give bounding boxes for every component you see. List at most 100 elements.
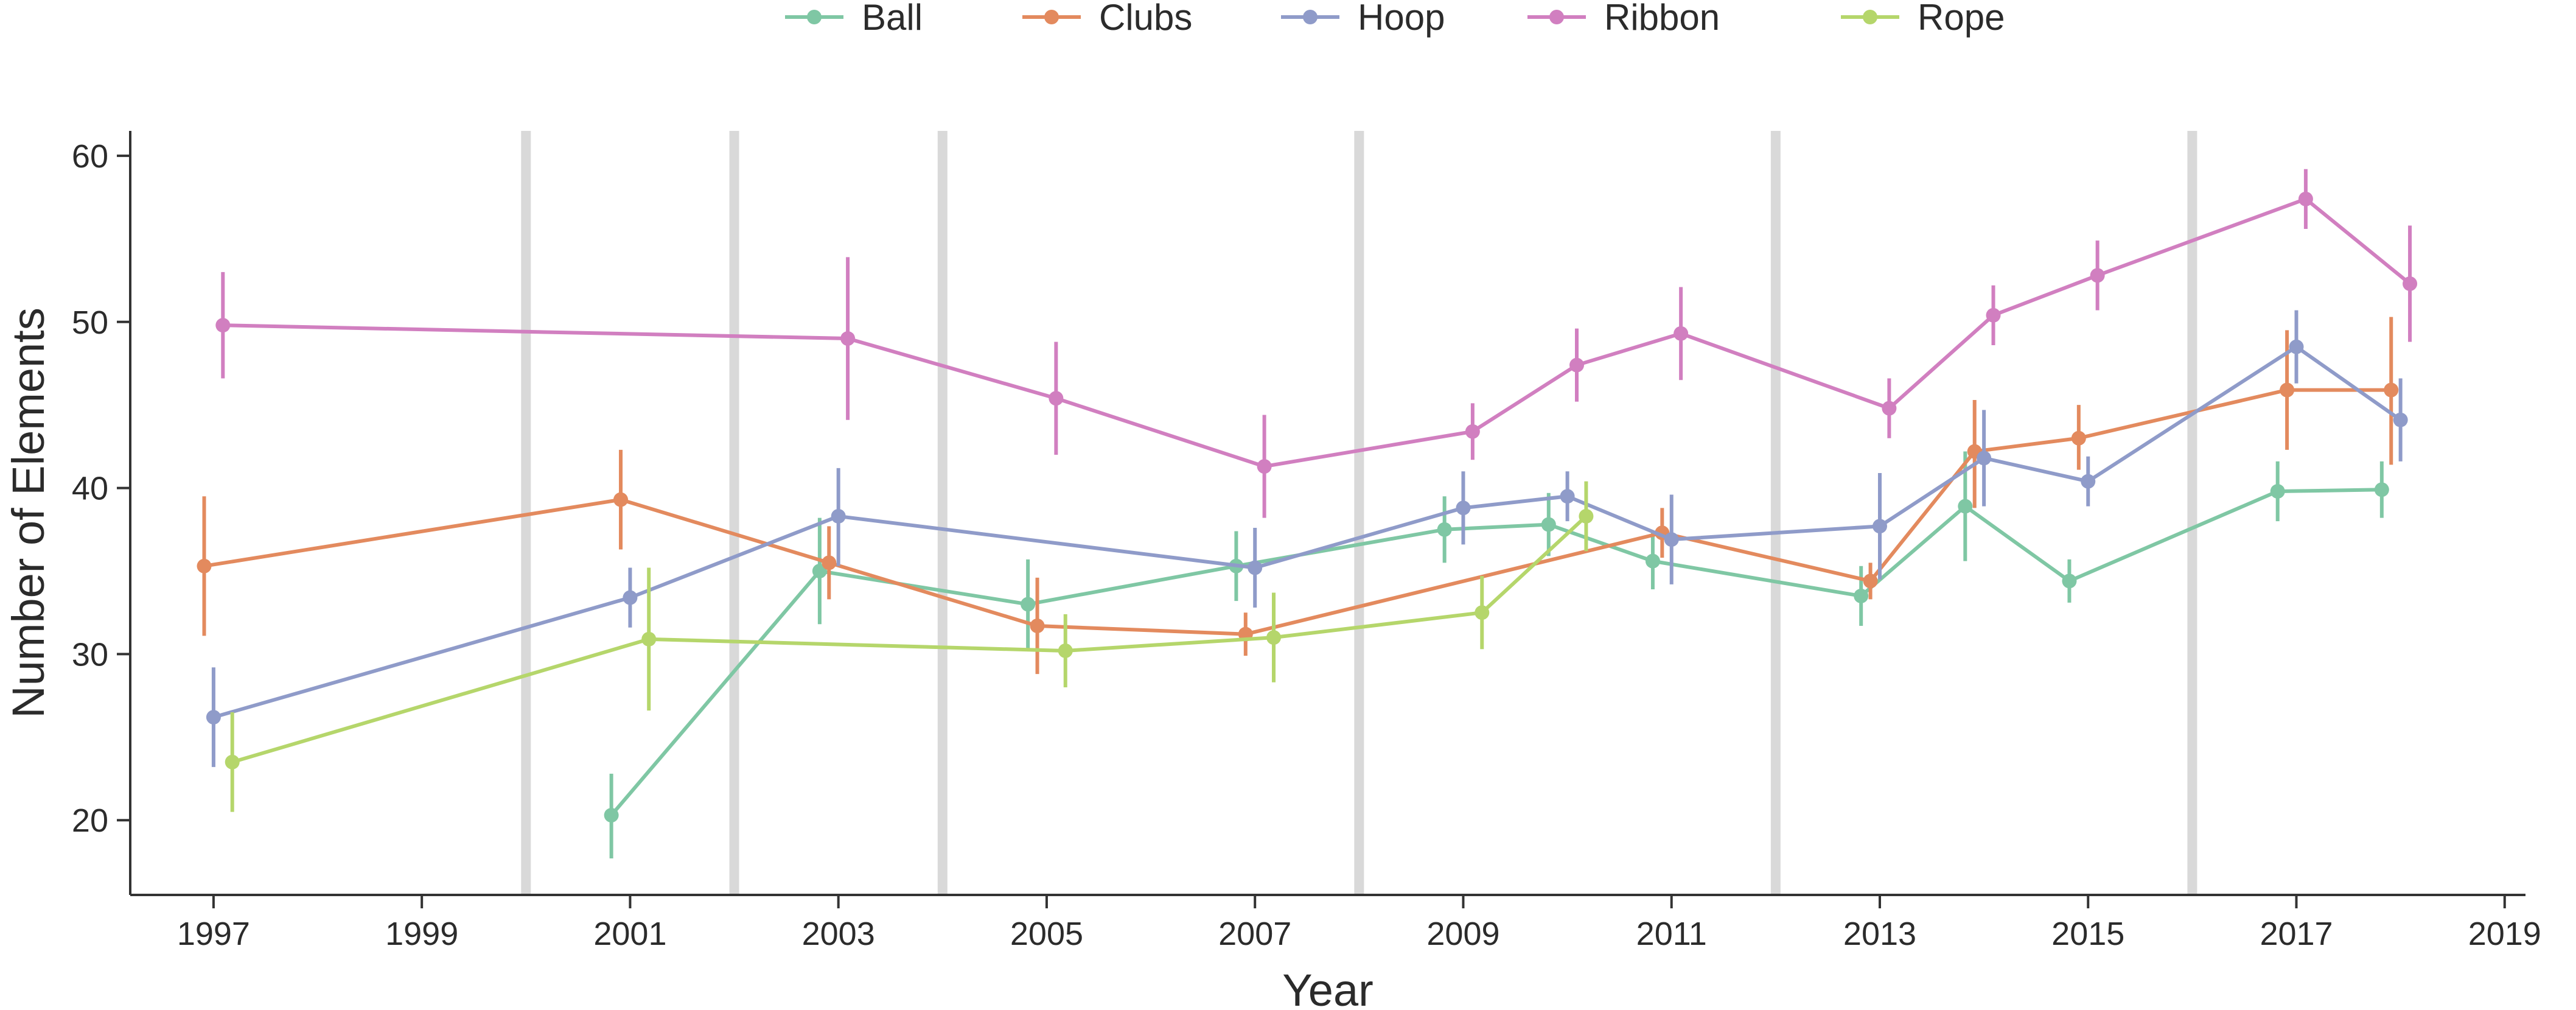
x-tick-label-1997: 1997 xyxy=(177,916,250,952)
legend-item-clubs: Clubs xyxy=(1022,0,1192,38)
data-point-rope-1997 xyxy=(225,754,240,770)
data-point-hoop-2015 xyxy=(2081,474,2096,489)
legend-item-rope: Rope xyxy=(1841,0,2005,38)
x-tick-label-1999: 1999 xyxy=(385,916,458,952)
y-tick-label-50: 50 xyxy=(72,304,108,341)
series-rope xyxy=(225,481,1594,812)
axes: 1997 1999 2001 2003 2005 2007 2009 2011 2013 2015… xyxy=(3,131,2541,1010)
y-tick-label-60: 60 xyxy=(72,138,108,175)
data-point-ribbon-2017 xyxy=(2298,191,2313,206)
data-point-ball-2009 xyxy=(1437,522,1452,537)
series-layer xyxy=(197,169,2418,858)
data-point-hoop-2014 xyxy=(1977,451,1992,466)
legend-label-ball: Ball xyxy=(862,0,923,38)
x-tick-label-2011: 2011 xyxy=(1636,916,1707,952)
legend-swatch-dot-clubs xyxy=(1044,10,1059,24)
series-line-rope xyxy=(231,514,1588,764)
data-point-ball-2003 xyxy=(812,563,827,578)
series-line-ball xyxy=(610,488,2382,816)
data-point-hoop-2001 xyxy=(623,590,638,605)
legend-label-clubs: Clubs xyxy=(1099,0,1192,38)
data-point-hoop-2011 xyxy=(1664,532,1679,547)
data-point-ball-2015 xyxy=(2062,573,2077,589)
data-point-ball-2001 xyxy=(604,808,619,823)
data-point-hoop-2017 xyxy=(2289,339,2304,354)
x-tick-label-2003: 2003 xyxy=(802,916,875,952)
legend-item-ball: Ball xyxy=(785,0,923,38)
data-point-hoop-1997 xyxy=(206,710,221,725)
legend-swatch-dot-hoop xyxy=(1303,10,1318,24)
data-point-hoop-2018 xyxy=(2393,412,2408,427)
data-point-ball-2013 xyxy=(1854,588,1869,603)
series-line-hoop xyxy=(213,345,2402,719)
data-point-ball-2017 xyxy=(2270,484,2285,499)
y-axis-title: Number of Elements xyxy=(3,307,54,718)
data-point-ribbon-2013 xyxy=(1882,401,1897,416)
data-point-ribbon-2003 xyxy=(840,331,856,346)
data-point-rope-2007 xyxy=(1266,630,1282,645)
legend-swatch-dot-ribbon xyxy=(1549,10,1564,24)
data-point-rope-2010 xyxy=(1579,508,1594,524)
y-axis-ticks: 20 30 40 50 60 xyxy=(72,138,130,839)
legend-label-rope: Rope xyxy=(1918,0,2005,38)
data-point-hoop-2007 xyxy=(1248,560,1263,575)
legend-item-hoop: Hoop xyxy=(1281,0,1445,38)
data-point-clubs-2015 xyxy=(2071,430,2086,446)
data-point-ribbon-2018 xyxy=(2403,276,2418,291)
data-point-rope-2001 xyxy=(641,631,657,647)
vertical-reference-lines xyxy=(521,131,2197,895)
data-point-rope-2005 xyxy=(1058,643,1073,658)
series-hoop xyxy=(206,310,2408,767)
legend-swatch-dot-rope xyxy=(1863,10,1877,24)
legend-swatch-dot-ball xyxy=(807,10,822,24)
series-ball xyxy=(604,451,2389,858)
data-point-ball-2005 xyxy=(1021,597,1036,612)
data-point-ball-2014 xyxy=(1958,499,1973,514)
data-point-rope-2009 xyxy=(1475,605,1490,620)
x-tick-label-2015: 2015 xyxy=(2051,916,2124,952)
x-tick-label-2001: 2001 xyxy=(593,916,666,952)
data-point-clubs-2003 xyxy=(822,555,837,570)
data-point-ribbon-2015 xyxy=(2090,268,2105,283)
data-point-hoop-2013 xyxy=(1872,519,1887,534)
data-point-ribbon-2011 xyxy=(1674,326,1689,341)
data-point-ball-2018 xyxy=(2374,482,2389,497)
y-tick-label-40: 40 xyxy=(72,471,108,507)
data-point-ribbon-1997 xyxy=(215,318,231,333)
data-point-ball-2011 xyxy=(1645,553,1660,569)
x-tick-label-2007: 2007 xyxy=(1218,916,1291,952)
x-axis-ticks: 1997 1999 2001 2003 2005 2007 2009 2011 2013 2015… xyxy=(177,895,2541,952)
data-point-clubs-2018 xyxy=(2384,382,2399,398)
data-point-ribbon-2009 xyxy=(1465,424,1480,439)
series-clubs xyxy=(197,317,2399,675)
data-point-clubs-1997 xyxy=(197,558,212,573)
data-point-ribbon-2007 xyxy=(1257,459,1272,474)
y-tick-label-20: 20 xyxy=(72,802,108,839)
x-tick-label-2009: 2009 xyxy=(1426,916,1499,952)
x-tick-label-2019: 2019 xyxy=(2468,916,2541,952)
x-axis-title: Year xyxy=(1282,965,1374,1010)
x-tick-label-2013: 2013 xyxy=(1843,916,1916,952)
legend: Ball Clubs Hoop Ribbon Rope xyxy=(785,0,2005,38)
x-tick-label-2005: 2005 xyxy=(1010,916,1083,952)
data-point-ribbon-2014 xyxy=(1986,307,2001,323)
data-point-ribbon-2005 xyxy=(1049,391,1064,406)
data-point-hoop-2003 xyxy=(831,508,846,524)
data-point-hoop-2009 xyxy=(1456,500,1471,516)
y-tick-label-30: 30 xyxy=(72,636,108,673)
legend-item-ribbon: Ribbon xyxy=(1527,0,1720,38)
x-tick-label-2017: 2017 xyxy=(2260,916,2333,952)
data-point-clubs-2017 xyxy=(2280,382,2295,398)
legend-label-hoop: Hoop xyxy=(1358,0,1445,38)
series-line-ribbon xyxy=(223,197,2411,469)
data-point-clubs-2013 xyxy=(1863,573,1878,589)
series-ribbon xyxy=(215,169,2418,518)
data-point-ribbon-2010 xyxy=(1569,357,1585,373)
data-point-clubs-2005 xyxy=(1030,619,1045,634)
data-point-clubs-2001 xyxy=(613,492,629,507)
data-point-hoop-2010 xyxy=(1560,489,1575,504)
series-line-clubs xyxy=(204,388,2392,636)
data-point-ball-2010 xyxy=(1541,517,1556,532)
legend-label-ribbon: Ribbon xyxy=(1604,0,1720,38)
